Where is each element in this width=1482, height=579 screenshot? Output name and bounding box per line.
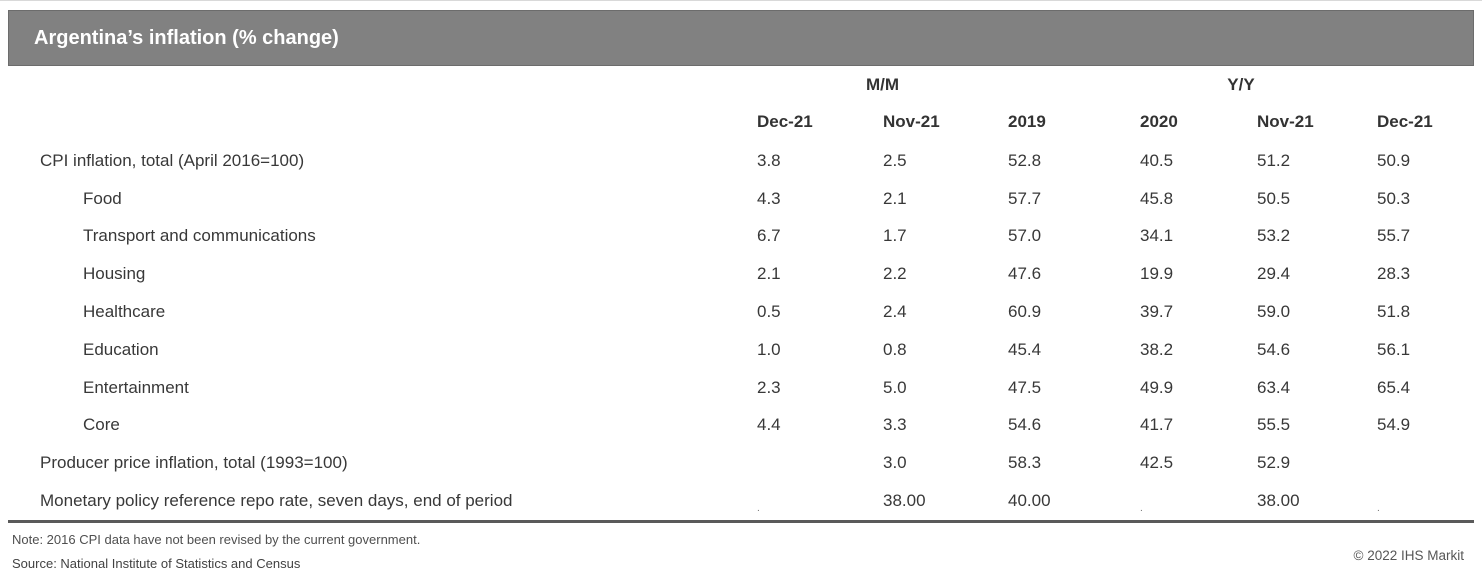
value-cell: 40.00: [1008, 491, 1051, 511]
column-header-2019: 2019: [1008, 112, 1046, 131]
value-cell: [757, 444, 883, 482]
value-cell: 2.5: [883, 150, 907, 170]
row-label: Housing: [83, 264, 146, 284]
value-cell: 53.2: [1257, 226, 1291, 246]
row-label: CPI inflation, total (April 2016=100): [40, 150, 305, 170]
value-cell: 50.9: [1377, 150, 1411, 170]
value-cell: 1.7: [883, 226, 907, 246]
value-cell: 5.0: [883, 377, 907, 397]
value-cell: 2.1: [883, 188, 907, 208]
value-cell: 4.3: [757, 188, 781, 208]
value-cell: 55.5: [1257, 415, 1291, 435]
value-cell: 51.2: [1257, 150, 1291, 170]
note-text: Note: 2016 CPI data have not been revise…: [12, 532, 421, 547]
missing-value-dot: .: [757, 502, 760, 514]
column-header-2020: 2020: [1140, 112, 1178, 131]
page-title: Argentina’s inflation (% change): [34, 26, 339, 49]
source-text: Source: National Institute of Statistics…: [12, 556, 301, 571]
table-row: Core 4.4 3.3 54.6 41.7 55.5 54.9: [8, 407, 1474, 445]
value-cell: 0.5: [757, 302, 781, 322]
missing-value-dot: .: [1377, 502, 1380, 514]
row-label: Healthcare: [83, 302, 166, 322]
value-cell: 2.1: [757, 264, 781, 284]
table-bottom-divider: [8, 520, 1474, 523]
value-cell: 38.2: [1140, 339, 1174, 359]
column-header-row: Dec-21 Nov-21 2019 2020 Nov-21 Dec-21: [8, 102, 1474, 142]
value-cell: 54.6: [1008, 415, 1042, 435]
value-cell: 55.7: [1377, 226, 1411, 246]
value-cell: 3.0: [883, 453, 907, 473]
column-header-nov21-yy: Nov-21: [1257, 112, 1314, 131]
column-header-dec21-yy: Dec-21: [1377, 112, 1433, 131]
value-cell: 6.7: [757, 226, 781, 246]
value-cell: 4.4: [757, 415, 781, 435]
value-cell: 45.4: [1008, 339, 1042, 359]
value-cell: 47.5: [1008, 377, 1042, 397]
table-row: Entertainment 2.3 5.0 47.5 49.9 63.4 65.4: [8, 369, 1474, 407]
value-cell: 52.9: [1257, 453, 1291, 473]
table-row: CPI inflation, total (April 2016=100) 3.8…: [8, 142, 1474, 180]
column-header-dec21-mm: Dec-21: [757, 112, 813, 131]
value-cell: 3.3: [883, 415, 907, 435]
value-cell: 56.1: [1377, 339, 1411, 359]
inflation-table: M/M Y/Y Dec-21 Nov-21 2019 2020 Nov-21 D…: [8, 67, 1474, 520]
value-cell: 50.3: [1377, 188, 1411, 208]
row-label: Food: [83, 188, 122, 208]
value-cell: 19.9: [1140, 264, 1174, 284]
value-cell: 42.5: [1140, 453, 1174, 473]
value-cell: 58.3: [1008, 453, 1042, 473]
value-cell: 34.1: [1140, 226, 1174, 246]
value-cell: 41.7: [1140, 415, 1174, 435]
table-row: Monetary policy reference repo rate, sev…: [8, 482, 1474, 520]
value-cell: 38.00: [1257, 491, 1300, 511]
value-cell: 38.00: [883, 491, 926, 511]
column-group-header-row: M/M Y/Y: [8, 67, 1474, 102]
value-cell: 2.2: [883, 264, 907, 284]
table-row: Education 1.0 0.8 45.4 38.2 54.6 56.1: [8, 331, 1474, 369]
table-row: Producer price inflation, total (1993=10…: [8, 444, 1474, 482]
value-cell: 60.9: [1008, 302, 1042, 322]
value-cell: 2.3: [757, 377, 781, 397]
value-cell: 51.8: [1377, 302, 1411, 322]
row-label: Core: [83, 415, 120, 435]
table-row: Transport and communications 6.7 1.7 57.0 34…: [8, 218, 1474, 256]
value-cell: 54.9: [1377, 415, 1411, 435]
row-label: Transport and communications: [83, 226, 316, 246]
table-body: CPI inflation, total (April 2016=100) 3.8…: [8, 142, 1474, 520]
row-label: Entertainment: [83, 377, 189, 397]
value-cell: 63.4: [1257, 377, 1291, 397]
value-cell: 3.8: [757, 150, 781, 170]
value-cell: 65.4: [1377, 377, 1411, 397]
table-row: Healthcare 0.5 2.4 60.9 39.7 59.0 51.8: [8, 293, 1474, 331]
value-cell: 1.0: [757, 339, 781, 359]
value-cell: 0.8: [883, 339, 907, 359]
missing-value-dot: .: [1140, 502, 1143, 514]
row-label: Education: [83, 339, 159, 359]
row-label: Producer price inflation, total (1993=10…: [40, 453, 348, 473]
value-cell: 59.0: [1257, 302, 1291, 322]
value-cell: 2.4: [883, 302, 907, 322]
value-cell: [1377, 444, 1474, 482]
value-cell: 57.0: [1008, 226, 1042, 246]
value-cell: 28.3: [1377, 264, 1411, 284]
column-group-mm: M/M: [865, 74, 900, 94]
value-cell: 39.7: [1140, 302, 1174, 322]
copyright-text: © 2022 IHS Markit: [1353, 548, 1465, 563]
table-row: Food 4.3 2.1 57.7 45.8 50.5 50.3: [8, 180, 1474, 218]
value-cell: 54.6: [1257, 339, 1291, 359]
column-header-nov21-mm: Nov-21: [883, 112, 940, 131]
table-row: Housing 2.1 2.2 47.6 19.9 29.4 28.3: [8, 255, 1474, 293]
title-bar: Argentina’s inflation (% change): [8, 10, 1474, 66]
value-cell: 57.7: [1008, 188, 1042, 208]
value-cell: 40.5: [1140, 150, 1174, 170]
value-cell: 50.5: [1257, 188, 1291, 208]
row-label: Monetary policy reference repo rate, sev…: [40, 491, 513, 511]
column-group-yy: Y/Y: [1227, 74, 1255, 94]
value-cell: 47.6: [1008, 264, 1042, 284]
value-cell: 52.8: [1008, 150, 1042, 170]
value-cell: 45.8: [1140, 188, 1174, 208]
value-cell: 29.4: [1257, 264, 1291, 284]
value-cell: 49.9: [1140, 377, 1174, 397]
